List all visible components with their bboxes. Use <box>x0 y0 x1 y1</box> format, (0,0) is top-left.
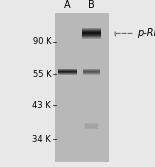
FancyBboxPatch shape <box>83 74 100 75</box>
FancyBboxPatch shape <box>82 28 101 29</box>
FancyBboxPatch shape <box>58 70 77 71</box>
FancyBboxPatch shape <box>82 35 101 36</box>
Text: 55 K: 55 K <box>33 70 51 79</box>
Text: 43 K: 43 K <box>32 101 51 110</box>
Text: A: A <box>64 0 71 10</box>
FancyBboxPatch shape <box>55 13 108 162</box>
FancyBboxPatch shape <box>82 33 101 34</box>
FancyBboxPatch shape <box>83 72 100 73</box>
FancyBboxPatch shape <box>82 34 101 35</box>
FancyBboxPatch shape <box>83 73 100 74</box>
FancyBboxPatch shape <box>82 29 101 30</box>
FancyBboxPatch shape <box>58 71 77 72</box>
Text: 90 K: 90 K <box>33 37 51 46</box>
FancyBboxPatch shape <box>82 37 101 38</box>
FancyBboxPatch shape <box>58 73 77 74</box>
FancyBboxPatch shape <box>83 71 100 72</box>
Text: p-Rb: p-Rb <box>137 28 155 38</box>
FancyBboxPatch shape <box>58 69 77 70</box>
FancyBboxPatch shape <box>58 72 77 73</box>
Text: 34 K: 34 K <box>32 135 51 144</box>
Text: B: B <box>88 0 95 10</box>
FancyBboxPatch shape <box>58 74 77 75</box>
FancyBboxPatch shape <box>83 69 100 70</box>
FancyBboxPatch shape <box>85 123 98 129</box>
FancyBboxPatch shape <box>82 30 101 31</box>
FancyBboxPatch shape <box>82 32 101 33</box>
FancyBboxPatch shape <box>82 31 101 32</box>
FancyBboxPatch shape <box>82 38 101 39</box>
FancyBboxPatch shape <box>82 36 101 37</box>
FancyBboxPatch shape <box>83 70 100 71</box>
